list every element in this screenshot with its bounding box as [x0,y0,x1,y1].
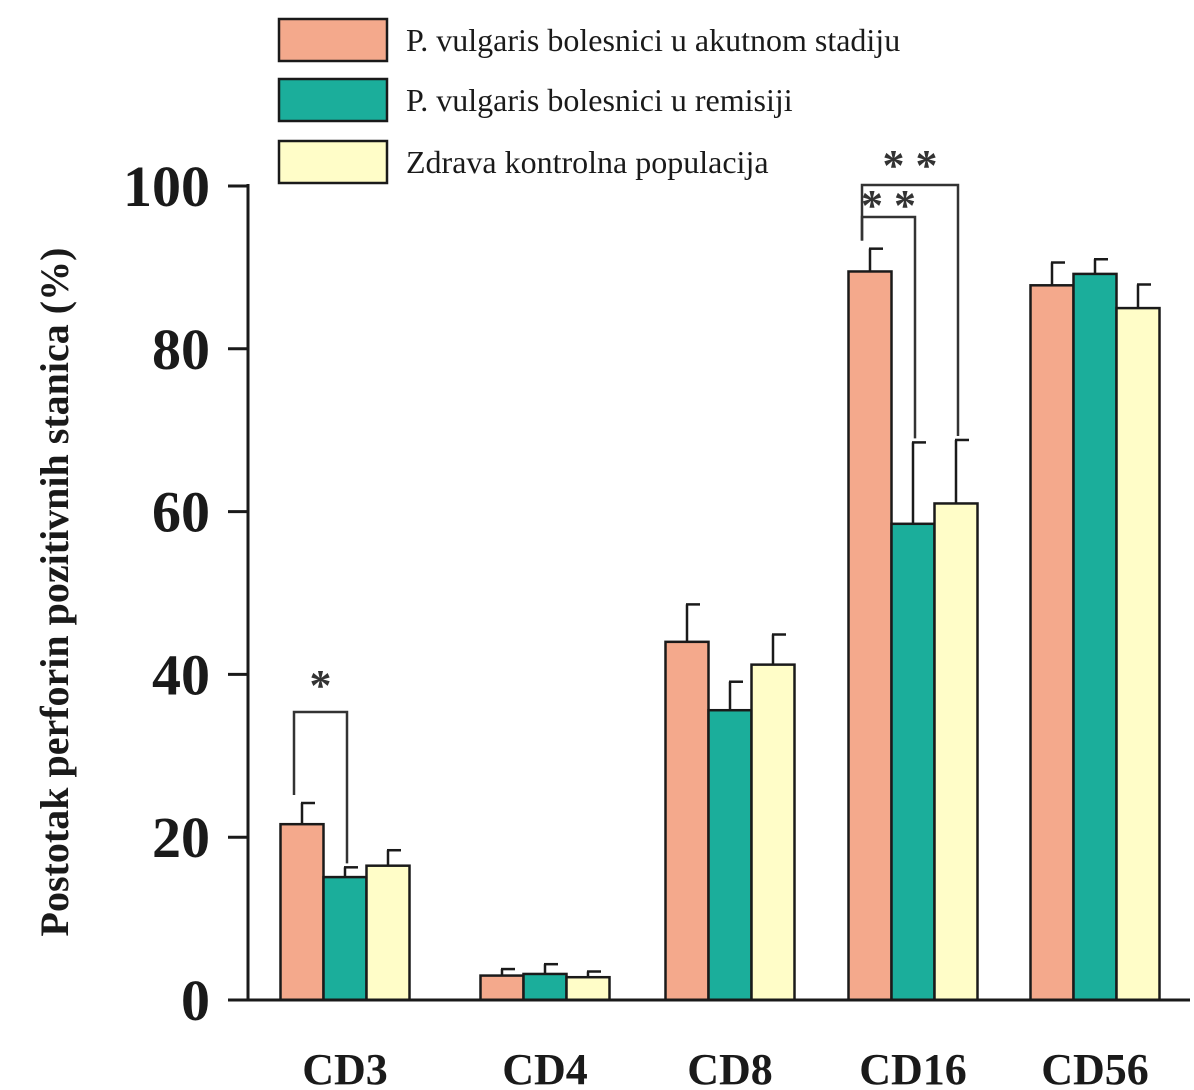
x-tick-label: CD3 [302,1045,388,1090]
y-tick-label: 40 [152,642,210,707]
bar [890,522,936,1002]
significance-label: * * [861,181,916,230]
x-tick-label: CD4 [502,1045,588,1090]
significance-label: * [310,661,332,710]
y-axis: 0 20 40 60 80 100 [123,154,250,1033]
x-tick-label: CD56 [1041,1045,1149,1090]
legend-swatch [277,139,389,185]
y-tick-label: 80 [152,317,210,382]
significance-bracket [860,183,960,436]
legend-label: Zdrava kontrolna populacija [406,144,769,180]
x-tick-label: CD8 [687,1045,773,1090]
y-tick-label: 100 [123,154,210,219]
legend: P. vulgaris bolesnici u akutnom stadiju P… [277,17,900,185]
significance-bracket [292,710,349,864]
bars [279,247,1161,1002]
bar [279,822,325,1002]
y-tick-label: 60 [152,480,210,545]
bar [707,708,753,1002]
bar [322,875,368,1002]
y-axis-label: Postotak perforin pozitivnih stanica (%) [32,248,77,937]
legend-swatch [277,17,389,63]
bar [1115,306,1161,1002]
bar [479,974,525,1002]
bar [1029,284,1075,1002]
x-axis: CD3 CD4 CD8 CD16 CD56 [228,998,1190,1090]
bar [365,864,411,1002]
bar [1072,272,1118,1002]
significance-brackets: * * ** * [292,141,960,864]
significance-label: * * [883,141,938,190]
bar [522,972,568,1002]
bar [847,270,893,1002]
bar [664,640,710,1002]
y-tick-label: 20 [152,805,210,870]
bar [750,663,796,1002]
x-tick-label: CD16 [859,1045,967,1090]
y-tick-label: 0 [181,968,210,1033]
bar [933,502,979,1002]
legend-swatch [277,77,389,123]
bar [565,975,611,1002]
legend-label: P. vulgaris bolesnici u remisiji [406,82,793,118]
legend-label: P. vulgaris bolesnici u akutnom stadiju [406,22,900,58]
